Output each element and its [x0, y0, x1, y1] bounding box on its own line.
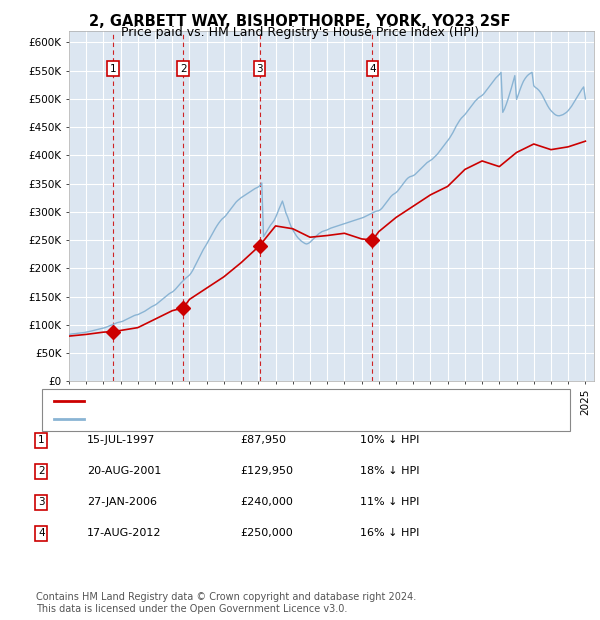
Text: Price paid vs. HM Land Registry's House Price Index (HPI): Price paid vs. HM Land Registry's House … [121, 26, 479, 39]
Text: 2: 2 [38, 466, 45, 476]
Text: 2, GARBETT WAY, BISHOPTHORPE, YORK, YO23 2SF: 2, GARBETT WAY, BISHOPTHORPE, YORK, YO23… [89, 14, 511, 29]
Text: 4: 4 [38, 528, 45, 538]
Text: 27-JAN-2006: 27-JAN-2006 [87, 497, 157, 507]
Text: 1: 1 [109, 64, 116, 74]
Text: 2, GARBETT WAY, BISHOPTHORPE, YORK, YO23 2SF (detached house): 2, GARBETT WAY, BISHOPTHORPE, YORK, YO23… [90, 396, 476, 405]
Text: 1: 1 [38, 435, 45, 445]
Text: £240,000: £240,000 [240, 497, 293, 507]
Text: 16% ↓ HPI: 16% ↓ HPI [360, 528, 419, 538]
Text: 18% ↓ HPI: 18% ↓ HPI [360, 466, 419, 476]
Text: 17-AUG-2012: 17-AUG-2012 [87, 528, 161, 538]
Text: 20-AUG-2001: 20-AUG-2001 [87, 466, 161, 476]
Text: 2: 2 [180, 64, 187, 74]
Text: 3: 3 [256, 64, 263, 74]
Text: £87,950: £87,950 [240, 435, 286, 445]
Text: 11% ↓ HPI: 11% ↓ HPI [360, 497, 419, 507]
Text: 15-JUL-1997: 15-JUL-1997 [87, 435, 155, 445]
Text: 10% ↓ HPI: 10% ↓ HPI [360, 435, 419, 445]
Text: 3: 3 [38, 497, 45, 507]
Text: 4: 4 [369, 64, 376, 74]
Text: HPI: Average price, detached house, York: HPI: Average price, detached house, York [90, 414, 320, 424]
Text: £129,950: £129,950 [240, 466, 293, 476]
Text: £250,000: £250,000 [240, 528, 293, 538]
Text: Contains HM Land Registry data © Crown copyright and database right 2024.
This d: Contains HM Land Registry data © Crown c… [36, 592, 416, 614]
